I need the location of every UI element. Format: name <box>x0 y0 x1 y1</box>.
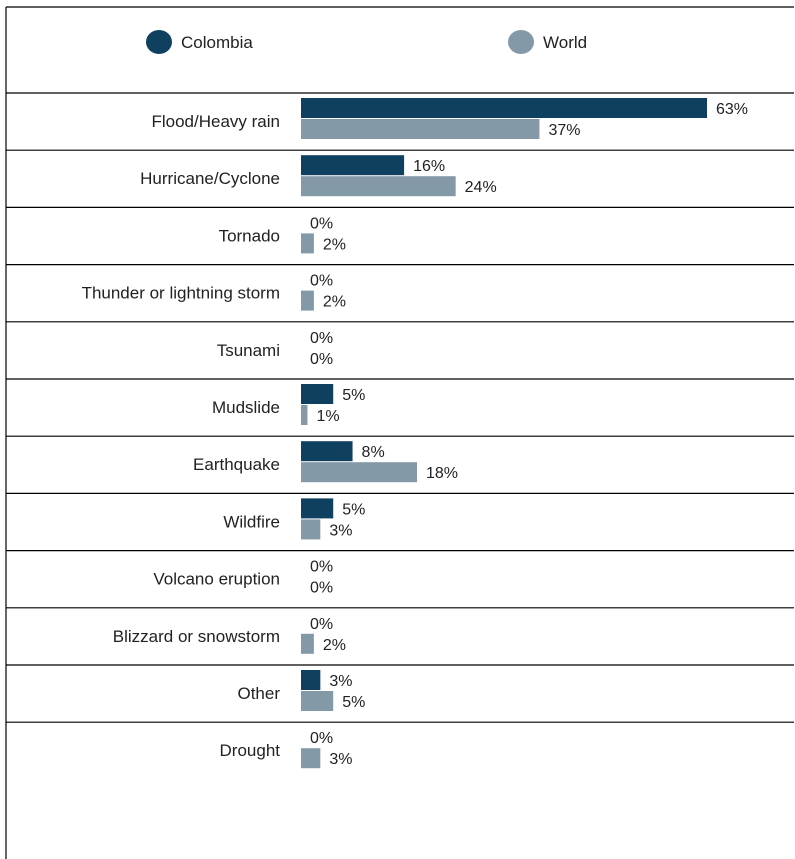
category-label: Flood/Heavy rain <box>151 112 280 131</box>
data-label-colombia: 5% <box>342 501 365 518</box>
data-label-colombia: 8% <box>362 444 385 461</box>
legend-item-world: World <box>508 30 587 54</box>
bar-colombia <box>301 670 321 690</box>
legend-marker-world <box>508 30 534 54</box>
bar-colombia <box>301 498 334 519</box>
bar-world <box>301 290 314 311</box>
data-label-colombia: 63% <box>716 101 748 118</box>
data-label-colombia: 0% <box>310 730 333 747</box>
category-row: Blizzard or snowstorm 0% 2% <box>6 607 794 654</box>
bar-world <box>301 519 321 540</box>
legend-label-world: World <box>543 33 587 52</box>
category-label: Hurricane/Cyclone <box>140 169 280 188</box>
bar-world <box>301 119 540 139</box>
data-label-colombia: 0% <box>310 330 333 347</box>
data-label-world: 1% <box>316 408 339 425</box>
category-label: Blizzard or snowstorm <box>113 627 280 646</box>
data-label-colombia: 0% <box>310 559 333 576</box>
bar-world <box>301 233 314 254</box>
category-row: Thunder or lightning storm 0% 2% <box>6 264 794 311</box>
legend-item-colombia: Colombia <box>146 30 253 54</box>
data-label-colombia: 0% <box>310 273 333 290</box>
category-row: Volcano eruption 0% 0% <box>6 549 794 597</box>
data-label-world: 0% <box>310 351 333 368</box>
category-label: Mudslide <box>212 398 280 417</box>
bar-colombia <box>301 98 707 118</box>
legend: Colombia World <box>146 30 587 54</box>
chart-frame <box>5 6 794 859</box>
category-label: Drought <box>220 741 281 760</box>
legend-marker-colombia <box>146 30 172 54</box>
data-label-world: 2% <box>323 236 346 253</box>
category-row: Flood/Heavy rain 63% 37% <box>151 98 748 139</box>
data-label-world: 5% <box>342 694 365 711</box>
category-row: Tornado 0% 2% <box>6 206 794 254</box>
bar-world <box>301 633 314 654</box>
category-row: Earthquake 8% 18% <box>6 435 794 483</box>
category-row: Hurricane/Cyclone 16% 24% <box>6 149 794 197</box>
category-label: Earthquake <box>193 455 280 474</box>
bar-world <box>301 462 417 483</box>
data-label-world: 37% <box>548 122 580 139</box>
data-label-colombia: 3% <box>329 673 352 690</box>
category-row: Drought 0% 3% <box>6 721 794 769</box>
data-label-world: 2% <box>323 637 346 654</box>
category-row: Mudslide 5%1% <box>6 378 794 425</box>
bar-colombia <box>301 155 405 176</box>
data-label-world: 3% <box>329 751 352 768</box>
data-label-colombia: 0% <box>310 616 333 633</box>
data-label-world: 24% <box>465 179 497 196</box>
data-label-world: 0% <box>310 580 333 597</box>
category-label: Tsunami <box>217 341 280 360</box>
bar-world <box>301 691 334 711</box>
category-label: Thunder or lightning storm <box>82 284 280 303</box>
legend-label-colombia: Colombia <box>181 33 253 52</box>
category-label: Volcano eruption <box>153 570 280 589</box>
bar-world <box>301 748 321 769</box>
data-label-world: 3% <box>329 522 352 539</box>
category-row: Tsunami 0% 0% <box>6 321 794 368</box>
data-label-colombia: 0% <box>310 215 333 232</box>
data-label-colombia: 5% <box>342 387 365 404</box>
data-label-world: 2% <box>323 294 346 311</box>
category-label: Wildfire <box>223 512 280 531</box>
data-label-world: 18% <box>426 465 458 482</box>
bar-world <box>301 176 456 197</box>
category-row: Other 3% 5% <box>6 664 794 711</box>
bar-colombia <box>301 384 334 404</box>
category-row: Wildfire 5% 3% <box>6 492 794 540</box>
bar-world <box>301 405 308 425</box>
chart-rows: Flood/Heavy rain 63% 37% Hurricane/Cyclone 1… <box>6 98 794 769</box>
category-label: Tornado <box>219 226 280 245</box>
bar-colombia <box>301 441 353 462</box>
data-label-colombia: 16% <box>413 158 445 175</box>
category-label: Other <box>237 684 280 703</box>
